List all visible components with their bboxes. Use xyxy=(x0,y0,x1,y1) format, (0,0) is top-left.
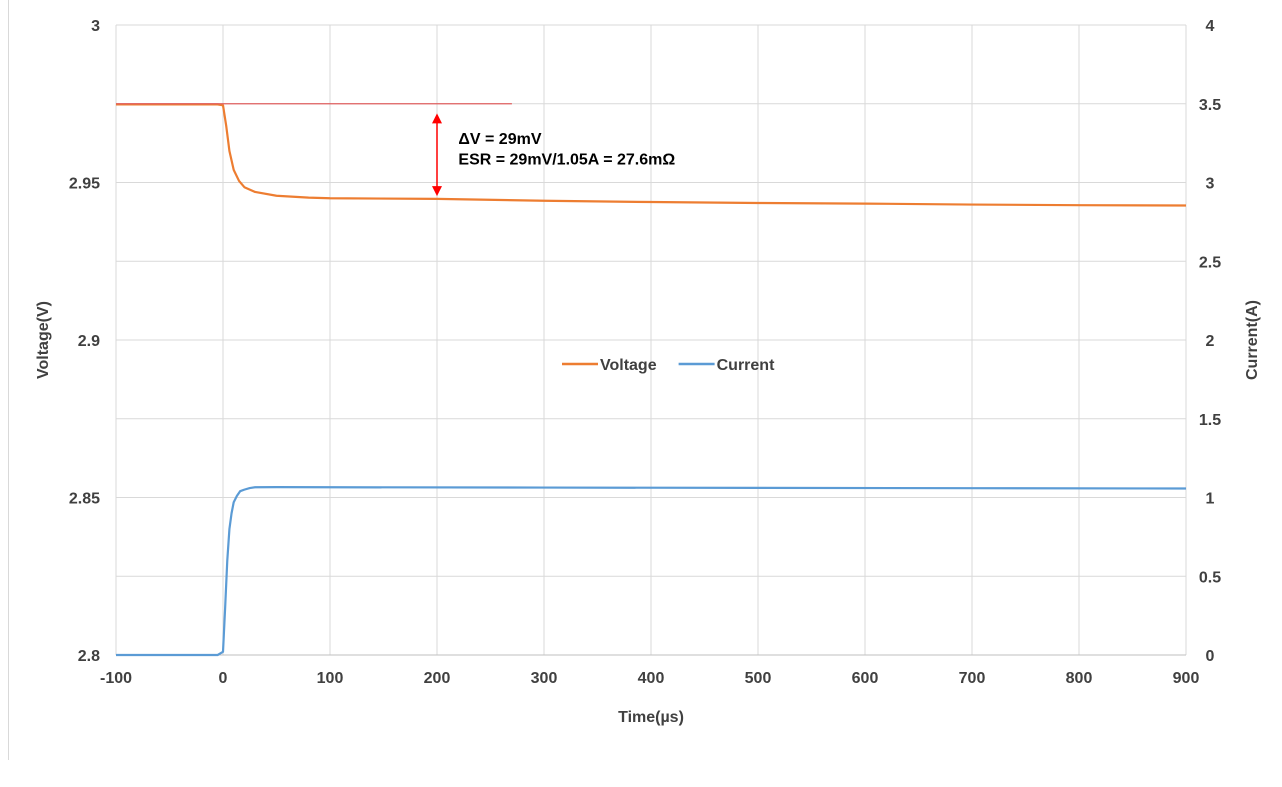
y-axis-title: Voltage(V) xyxy=(35,301,52,379)
y2-tick-label: 1.5 xyxy=(1199,412,1221,429)
y2-tick-label: 2 xyxy=(1206,333,1215,350)
y2-axis-title: Current(A) xyxy=(1244,300,1261,380)
series-lines xyxy=(116,103,1187,657)
series-line-voltage xyxy=(116,103,1187,207)
x-tick-label: 100 xyxy=(317,670,344,687)
annotation-esr: ESR = 29mV/1.05A = 27.6mΩ xyxy=(458,152,675,169)
y-tick-label: 2.85 xyxy=(69,491,100,508)
delta-arrow-head-up xyxy=(432,113,442,124)
x-tick-label: -100 xyxy=(100,670,132,687)
delta-arrow-head-down xyxy=(432,186,442,197)
y2-tick-label: 0 xyxy=(1206,648,1215,665)
y2-tick-label: 1 xyxy=(1206,491,1215,508)
y2-tick-label: 2.5 xyxy=(1199,254,1221,271)
y-axis-ticks: 2.8 2.85 2.9 2.95 3 xyxy=(69,18,100,665)
x-tick-label: 400 xyxy=(638,670,665,687)
y-tick-label: 2.95 xyxy=(69,176,100,193)
legend-label-current: Current xyxy=(717,357,775,374)
y2-axis-ticks: 0 0.5 1 1.5 2 2.5 3 3.5 4 xyxy=(1199,18,1221,665)
legend-label-voltage: Voltage xyxy=(600,357,657,374)
x-tick-label: 200 xyxy=(424,670,451,687)
x-tick-label: 700 xyxy=(959,670,986,687)
x-tick-label: 300 xyxy=(531,670,558,687)
legend: Voltage Current xyxy=(562,357,775,374)
x-tick-label: 0 xyxy=(219,670,228,687)
x-axis-ticks: -100 0 100 200 300 400 500 600 700 800 900 xyxy=(100,670,1199,687)
x-tick-label: 600 xyxy=(852,670,879,687)
y2-tick-label: 3.5 xyxy=(1199,97,1221,114)
annotations: ΔV = 29mV ESR = 29mV/1.05A = 27.6mΩ xyxy=(116,103,675,197)
y-tick-label: 2.9 xyxy=(78,333,100,350)
series-line-current xyxy=(116,486,1187,657)
y2-tick-label: 4 xyxy=(1206,18,1215,35)
y2-tick-label: 3 xyxy=(1206,176,1215,193)
y2-tick-label: 0.5 xyxy=(1199,569,1221,586)
x-axis-title: Time(µs) xyxy=(618,709,684,726)
annotation-delta-v: ΔV = 29mV xyxy=(458,131,541,148)
y-tick-label: 2.8 xyxy=(78,648,100,665)
x-tick-label: 900 xyxy=(1173,670,1200,687)
chart-frame-border xyxy=(8,0,9,760)
y-tick-label: 3 xyxy=(91,18,100,35)
x-tick-label: 800 xyxy=(1066,670,1093,687)
gridlines xyxy=(115,24,1187,656)
x-tick-label: 500 xyxy=(745,670,772,687)
